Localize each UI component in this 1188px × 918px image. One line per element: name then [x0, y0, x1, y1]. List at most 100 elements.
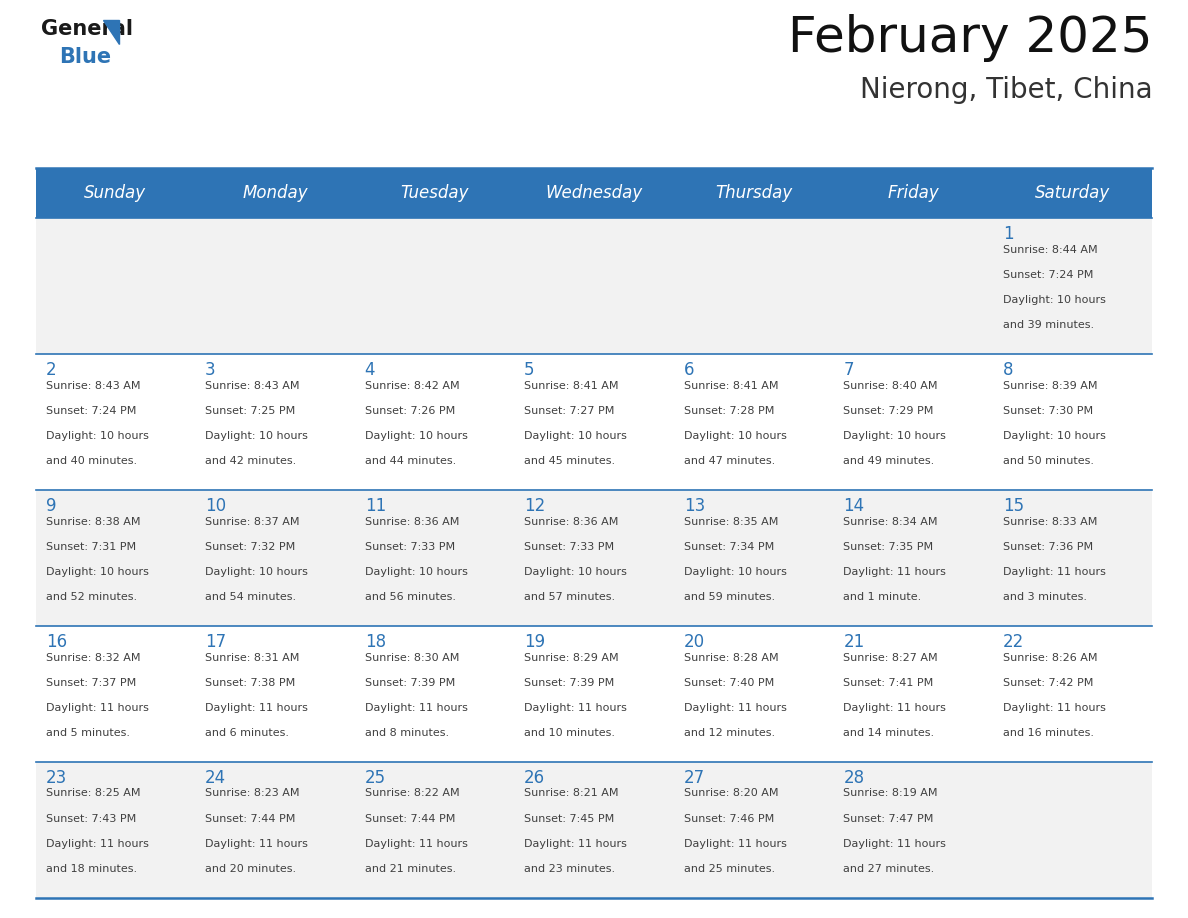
Text: Sunrise: 8:23 AM: Sunrise: 8:23 AM: [206, 789, 299, 799]
Text: Sunrise: 8:25 AM: Sunrise: 8:25 AM: [45, 789, 140, 799]
Text: Sunrise: 8:41 AM: Sunrise: 8:41 AM: [524, 381, 619, 391]
Text: and 47 minutes.: and 47 minutes.: [684, 456, 775, 466]
Text: Sunset: 7:40 PM: Sunset: 7:40 PM: [684, 677, 775, 688]
Text: Sunset: 7:36 PM: Sunset: 7:36 PM: [1003, 542, 1093, 552]
Text: Daylight: 11 hours: Daylight: 11 hours: [206, 703, 308, 713]
Polygon shape: [102, 20, 119, 44]
Text: Sunrise: 8:32 AM: Sunrise: 8:32 AM: [45, 653, 140, 663]
Text: Sunrise: 8:28 AM: Sunrise: 8:28 AM: [684, 653, 778, 663]
Text: 7: 7: [843, 362, 854, 379]
Text: Sunset: 7:34 PM: Sunset: 7:34 PM: [684, 542, 775, 552]
Text: Daylight: 11 hours: Daylight: 11 hours: [45, 839, 148, 849]
Text: Sunset: 7:29 PM: Sunset: 7:29 PM: [843, 406, 934, 416]
Text: Sunrise: 8:29 AM: Sunrise: 8:29 AM: [524, 653, 619, 663]
Text: and 49 minutes.: and 49 minutes.: [843, 456, 935, 466]
Text: Sunrise: 8:30 AM: Sunrise: 8:30 AM: [365, 653, 459, 663]
Text: Daylight: 10 hours: Daylight: 10 hours: [843, 431, 946, 442]
Text: and 59 minutes.: and 59 minutes.: [684, 592, 775, 602]
Text: Sunrise: 8:39 AM: Sunrise: 8:39 AM: [1003, 381, 1098, 391]
Text: Daylight: 11 hours: Daylight: 11 hours: [524, 839, 627, 849]
Text: 10: 10: [206, 498, 226, 515]
Text: 4: 4: [365, 362, 375, 379]
Text: Daylight: 10 hours: Daylight: 10 hours: [684, 567, 786, 577]
Text: and 16 minutes.: and 16 minutes.: [1003, 728, 1094, 738]
Text: Sunrise: 8:20 AM: Sunrise: 8:20 AM: [684, 789, 778, 799]
Text: Sunrise: 8:42 AM: Sunrise: 8:42 AM: [365, 381, 460, 391]
Bar: [36, 354, 1152, 490]
Text: 22: 22: [1003, 633, 1024, 651]
Text: Monday: Monday: [242, 185, 308, 202]
Text: and 40 minutes.: and 40 minutes.: [45, 456, 137, 466]
Text: Sunrise: 8:43 AM: Sunrise: 8:43 AM: [206, 381, 299, 391]
Text: Sunset: 7:39 PM: Sunset: 7:39 PM: [365, 677, 455, 688]
Text: Sunrise: 8:36 AM: Sunrise: 8:36 AM: [524, 517, 619, 527]
Text: Sunset: 7:43 PM: Sunset: 7:43 PM: [45, 813, 135, 823]
Text: Sunrise: 8:44 AM: Sunrise: 8:44 AM: [1003, 245, 1098, 255]
Text: and 39 minutes.: and 39 minutes.: [1003, 320, 1094, 330]
Text: Sunset: 7:24 PM: Sunset: 7:24 PM: [1003, 270, 1093, 280]
Text: Sunset: 7:28 PM: Sunset: 7:28 PM: [684, 406, 775, 416]
Text: 15: 15: [1003, 498, 1024, 515]
Text: Daylight: 11 hours: Daylight: 11 hours: [45, 703, 148, 713]
Text: and 54 minutes.: and 54 minutes.: [206, 592, 296, 602]
Text: February 2025: February 2025: [788, 14, 1152, 62]
Text: Sunrise: 8:27 AM: Sunrise: 8:27 AM: [843, 653, 937, 663]
Text: and 27 minutes.: and 27 minutes.: [843, 864, 935, 874]
Text: Thursday: Thursday: [715, 185, 792, 202]
Text: Sunset: 7:38 PM: Sunset: 7:38 PM: [206, 677, 296, 688]
Text: and 52 minutes.: and 52 minutes.: [45, 592, 137, 602]
Text: Blue: Blue: [58, 47, 110, 67]
Text: Sunrise: 8:22 AM: Sunrise: 8:22 AM: [365, 789, 460, 799]
Text: 12: 12: [524, 498, 545, 515]
Text: Sunrise: 8:36 AM: Sunrise: 8:36 AM: [365, 517, 459, 527]
Bar: [36, 762, 1152, 898]
Text: Sunday: Sunday: [84, 185, 146, 202]
Text: Daylight: 10 hours: Daylight: 10 hours: [1003, 431, 1106, 442]
Text: Sunrise: 8:31 AM: Sunrise: 8:31 AM: [206, 653, 299, 663]
Text: Sunrise: 8:19 AM: Sunrise: 8:19 AM: [843, 789, 937, 799]
Text: 14: 14: [843, 498, 865, 515]
Text: Sunrise: 8:40 AM: Sunrise: 8:40 AM: [843, 381, 937, 391]
Text: 1: 1: [1003, 226, 1013, 243]
Text: 8: 8: [1003, 362, 1013, 379]
Text: Sunrise: 8:38 AM: Sunrise: 8:38 AM: [45, 517, 140, 527]
Text: Sunset: 7:45 PM: Sunset: 7:45 PM: [524, 813, 614, 823]
Text: Sunset: 7:32 PM: Sunset: 7:32 PM: [206, 542, 296, 552]
Text: Daylight: 11 hours: Daylight: 11 hours: [684, 839, 786, 849]
Text: 24: 24: [206, 769, 226, 787]
Text: Daylight: 11 hours: Daylight: 11 hours: [843, 703, 946, 713]
Text: Daylight: 11 hours: Daylight: 11 hours: [524, 703, 627, 713]
Text: and 44 minutes.: and 44 minutes.: [365, 456, 456, 466]
Text: Sunset: 7:35 PM: Sunset: 7:35 PM: [843, 542, 934, 552]
Text: and 42 minutes.: and 42 minutes.: [206, 456, 297, 466]
Text: General: General: [40, 18, 133, 39]
Text: and 23 minutes.: and 23 minutes.: [524, 864, 615, 874]
Text: Sunrise: 8:34 AM: Sunrise: 8:34 AM: [843, 517, 937, 527]
Bar: [36, 490, 1152, 626]
Text: Sunrise: 8:21 AM: Sunrise: 8:21 AM: [524, 789, 619, 799]
Text: Daylight: 10 hours: Daylight: 10 hours: [206, 431, 308, 442]
Text: Sunset: 7:39 PM: Sunset: 7:39 PM: [524, 677, 614, 688]
Text: Wednesday: Wednesday: [545, 185, 643, 202]
Text: Sunset: 7:47 PM: Sunset: 7:47 PM: [843, 813, 934, 823]
Text: 13: 13: [684, 498, 704, 515]
Text: and 18 minutes.: and 18 minutes.: [45, 864, 137, 874]
Text: Sunset: 7:44 PM: Sunset: 7:44 PM: [206, 813, 296, 823]
Text: Daylight: 10 hours: Daylight: 10 hours: [45, 567, 148, 577]
Text: Sunset: 7:25 PM: Sunset: 7:25 PM: [206, 406, 296, 416]
Text: Daylight: 11 hours: Daylight: 11 hours: [1003, 703, 1106, 713]
Bar: [36, 168, 1152, 218]
Text: 2: 2: [45, 362, 56, 379]
Text: 18: 18: [365, 633, 386, 651]
Text: Nierong, Tibet, China: Nierong, Tibet, China: [860, 76, 1152, 104]
Text: Sunrise: 8:37 AM: Sunrise: 8:37 AM: [206, 517, 299, 527]
Text: Sunrise: 8:26 AM: Sunrise: 8:26 AM: [1003, 653, 1098, 663]
Text: Sunrise: 8:35 AM: Sunrise: 8:35 AM: [684, 517, 778, 527]
Text: and 20 minutes.: and 20 minutes.: [206, 864, 296, 874]
Text: Sunset: 7:41 PM: Sunset: 7:41 PM: [843, 677, 934, 688]
Text: and 1 minute.: and 1 minute.: [843, 592, 922, 602]
Text: 3: 3: [206, 362, 216, 379]
Bar: [36, 218, 1152, 354]
Text: Daylight: 10 hours: Daylight: 10 hours: [684, 431, 786, 442]
Text: and 25 minutes.: and 25 minutes.: [684, 864, 775, 874]
